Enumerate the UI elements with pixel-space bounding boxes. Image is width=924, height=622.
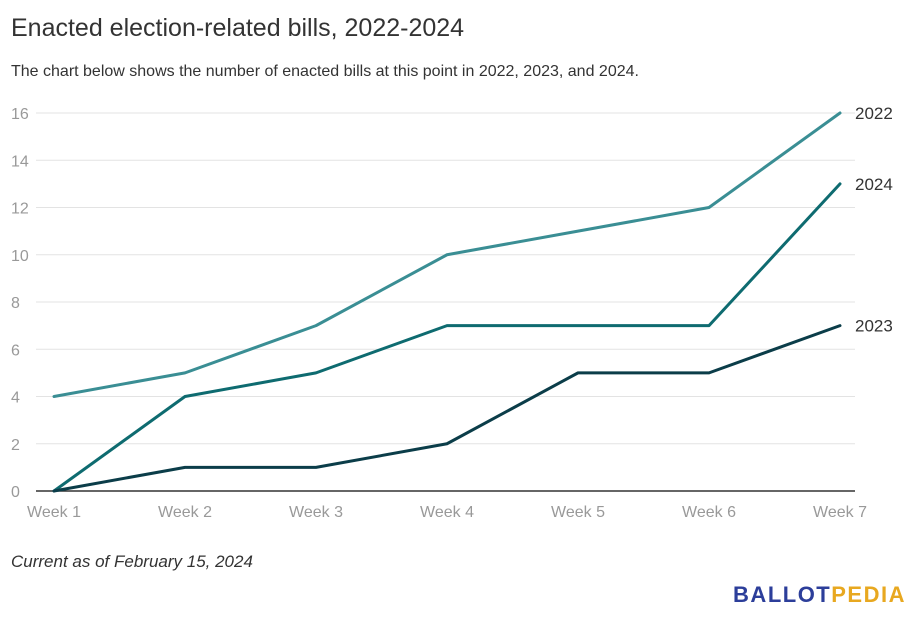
- chart-subtitle: The chart below shows the number of enac…: [11, 63, 639, 80]
- x-tick-label: Week 5: [551, 504, 605, 521]
- logo-ballot-text: BALLOT: [733, 582, 832, 607]
- y-tick-label: 12: [11, 201, 29, 218]
- y-tick-label: 14: [11, 153, 29, 170]
- y-tick-label: 8: [11, 295, 20, 312]
- series-labels: 2022 2024 2023: [855, 104, 893, 336]
- series-lines: [52, 111, 842, 493]
- ballotpedia-logo: BALLOTPEDIA: [733, 582, 906, 608]
- y-axis-ticks: 0 2 4 6 8 10 12 14 16: [11, 106, 29, 501]
- x-tick-label: Week 1: [27, 504, 81, 521]
- y-tick-label: 0: [11, 484, 20, 501]
- x-tick-label: Week 7: [813, 504, 867, 521]
- series-line-2022: [52, 111, 842, 398]
- y-tick-label: 10: [11, 248, 29, 265]
- series-line-2024: [52, 182, 842, 493]
- x-tick-label: Week 2: [158, 504, 212, 521]
- series-label-2024: 2024: [855, 175, 893, 194]
- chart-title: Enacted election-related bills, 2022-202…: [11, 14, 465, 42]
- logo-pedia-text: PEDIA: [831, 582, 906, 607]
- x-tick-label: Week 6: [682, 504, 736, 521]
- y-tick-label: 6: [11, 342, 20, 359]
- y-tick-label: 4: [11, 390, 20, 407]
- series-label-2022: 2022: [855, 104, 893, 123]
- current-as-of-note: Current as of February 15, 2024: [11, 552, 253, 571]
- y-tick-label: 2: [11, 437, 20, 454]
- x-tick-label: Week 3: [289, 504, 343, 521]
- y-tick-label: 16: [11, 106, 29, 123]
- series-line-2023: [52, 324, 842, 493]
- x-axis-ticks: Week 1 Week 2 Week 3 Week 4 Week 5 Week 6 Week…: [27, 504, 867, 521]
- x-tick-label: Week 4: [420, 504, 474, 521]
- series-label-2023: 2023: [855, 317, 893, 336]
